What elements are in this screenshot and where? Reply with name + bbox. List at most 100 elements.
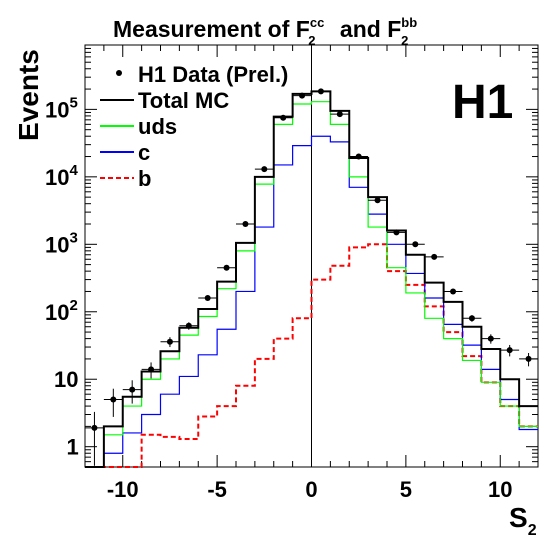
y-tick-label-exp: 5 [69,94,77,111]
y-tick-label-base: 1 [67,435,79,460]
data-point-marker [525,355,532,362]
data-point-marker [450,288,457,295]
data-point-marker [110,396,117,403]
data-point [236,220,255,227]
legend-entry: uds [100,114,177,139]
legend-entry: c [100,140,150,165]
data-point [405,241,425,248]
chart-title: Measurement of Fcc 2 and Fbb 2 [113,15,417,48]
data-point [311,88,331,95]
data-point-marker [487,335,494,342]
x-tick-label: 5 [400,477,412,502]
legend-marker [116,70,122,76]
data-point-marker [280,114,287,121]
title-cc-sub: 2 [308,33,315,48]
data-point [198,294,218,301]
data-point-marker [261,166,268,173]
legend-label: H1 Data (Prel.) [138,62,288,87]
legend-label: uds [138,114,177,139]
legend-label: Total MC [138,88,229,113]
title-bb-sup2: b [409,15,417,30]
y-tick-label-exp: 4 [69,162,78,179]
series-total-mc [85,90,538,468]
y-tick-label-base: 10 [45,232,69,257]
data-point-marker [185,322,192,329]
y-tick-label: 104 [45,162,78,190]
data-point-marker [412,241,419,248]
legend-entry: H1 Data (Prel.) [116,62,288,87]
data-point-marker [223,264,230,271]
x-axis-title-sub: 2 [528,522,537,539]
data-point [500,344,520,357]
title-bb-sup1: b [401,15,409,30]
h1-logo: H1 [452,76,513,129]
y-tick-label: 1 [67,435,79,460]
x-tick-label: 10 [488,477,512,502]
data-point [349,153,369,160]
data-point [330,111,350,118]
series-c [85,135,538,468]
y-tick-label-base: 10 [54,367,78,392]
data-point [141,362,161,379]
x-axis-title-main: S [509,502,528,533]
data-point-marker [468,315,475,322]
data-point [254,166,274,173]
data-point-marker [242,220,249,227]
y-tick-label-base: 10 [45,97,69,122]
y-tick-label: 103 [45,229,78,257]
data-point-marker [336,111,343,118]
data-point-marker [506,347,513,354]
y-tick-label-base: 10 [45,165,69,190]
title-bb-sub: 2 [401,33,408,48]
data-point [103,388,123,417]
data-point-marker [204,294,211,301]
data-point [122,380,142,404]
data-point [481,334,501,344]
y-tick-label: 10 [54,367,78,392]
y-tick-label: 102 [45,297,78,325]
data-point-marker [431,253,438,260]
data-point-marker [91,424,98,431]
data-point-marker [166,338,173,345]
title-joiner: and F [340,16,401,42]
title-cc-sup1: c [310,15,317,30]
data-point [443,288,463,295]
y-tick-label: 105 [45,94,78,122]
data-point [368,197,387,204]
data-point-marker [148,366,155,373]
data-point-marker [393,229,400,236]
legend-entry: Total MC [100,88,229,113]
legend-label: b [138,166,151,191]
data-point [217,264,236,271]
data-point-marker [129,386,136,393]
x-axis-title: S2 [509,502,537,539]
data-point-marker [317,88,324,95]
x-tick-label: -5 [207,477,227,502]
data-point [160,337,180,348]
data-points-layer [85,88,538,466]
data-point [519,353,538,367]
y-tick-label-base: 10 [45,300,69,325]
series-layer [85,90,538,468]
data-point-marker [374,197,381,204]
data-point [462,315,482,322]
y-tick-label-exp: 2 [69,297,77,314]
data-point-marker [355,153,362,160]
y-tick-label-exp: 3 [69,229,77,246]
data-point [179,322,199,330]
title-cc-sup2: c [317,15,324,30]
data-point-marker [299,92,306,99]
legend-entry: b [100,166,151,191]
data-point [273,114,293,121]
data-point [424,253,444,260]
x-tick-label: 0 [305,477,317,502]
y-axis-title: Events [13,49,44,141]
data-point [85,411,104,466]
x-tick-label: -10 [107,477,139,502]
data-point [292,92,312,99]
legend-label: c [138,140,150,165]
data-point [387,229,406,236]
